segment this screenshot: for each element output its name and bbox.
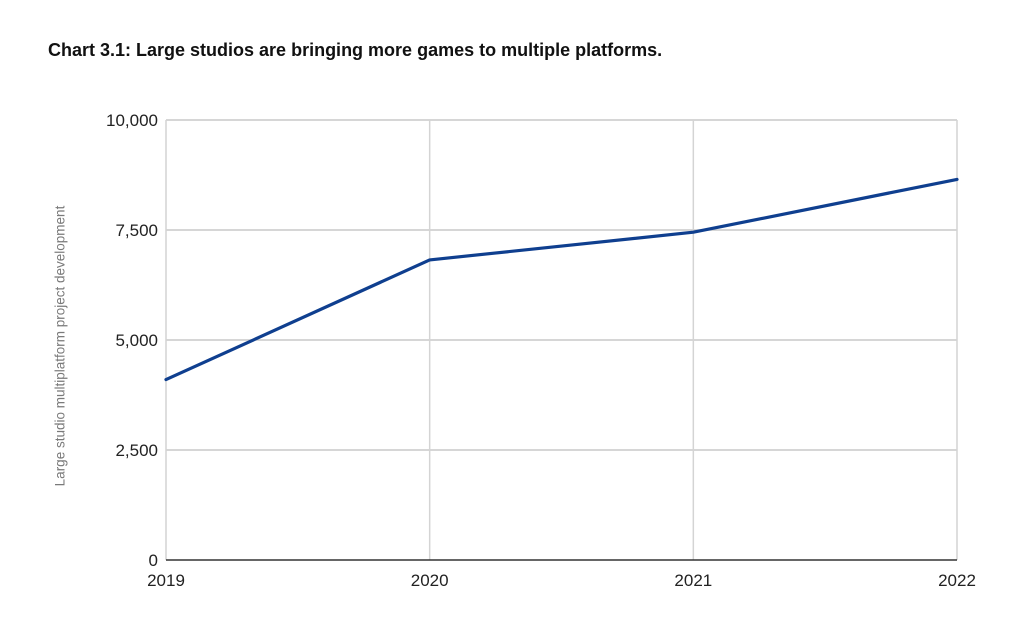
x-tick-label: 2022 (938, 571, 976, 590)
y-tick-label: 5,000 (115, 331, 158, 350)
tick-labels: 0 2,500 5,000 7,500 10,000 2019 2020 2021 2022 (106, 111, 976, 590)
x-tick-label: 2020 (411, 571, 449, 590)
y-tick-label: 0 (149, 551, 158, 570)
x-tick-label: 2021 (674, 571, 712, 590)
y-tick-label: 10,000 (106, 111, 158, 130)
chart-title: Chart 3.1: Large studios are bringing mo… (48, 40, 663, 60)
grid-lines (165, 119, 958, 560)
x-tick-label: 2019 (147, 571, 185, 590)
series-line (164, 177, 959, 382)
series (164, 177, 959, 382)
y-tick-label: 2,500 (115, 441, 158, 460)
y-tick-label: 7,500 (115, 221, 158, 240)
